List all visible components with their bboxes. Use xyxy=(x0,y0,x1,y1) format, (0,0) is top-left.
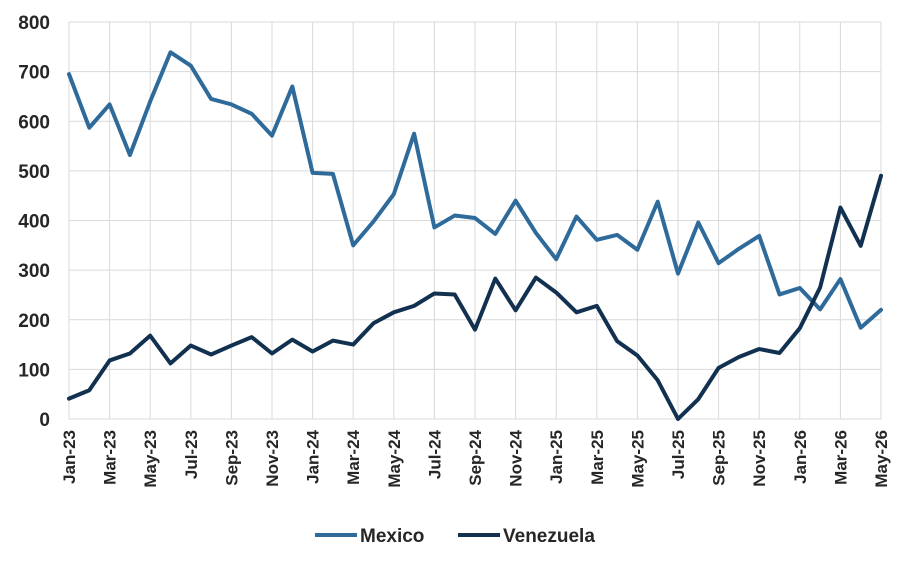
y-tick-label: 600 xyxy=(18,112,50,133)
y-tick-label: 400 xyxy=(18,212,50,233)
x-tick-label: Jul-24 xyxy=(425,429,444,479)
x-tick-label: Mar-26 xyxy=(831,430,850,485)
y-tick-label: 0 xyxy=(39,410,50,431)
x-tick-label: Mar-24 xyxy=(344,429,363,484)
y-tick-label: 300 xyxy=(18,261,50,282)
x-tick-label: Mar-23 xyxy=(101,430,120,485)
x-tick-label: Jan-24 xyxy=(304,429,323,483)
axes: 0 100 200 300 400 500 600 700 800 Jan-23 Mar-23 May… xyxy=(18,13,891,488)
x-tick-label: Nov-23 xyxy=(263,430,282,487)
x-tick-label: Nov-24 xyxy=(507,429,526,486)
series-line-mexico xyxy=(67,50,883,330)
x-tick-label: May-25 xyxy=(628,430,647,488)
x-tick-label: May-23 xyxy=(141,430,160,488)
y-tick-label: 800 xyxy=(18,13,50,34)
legend: Mexico Venezuela xyxy=(315,526,595,547)
y-tick-label: 700 xyxy=(18,63,50,84)
x-tick-label: Sep-25 xyxy=(710,430,729,486)
x-tick-label: Jul-25 xyxy=(669,430,688,479)
x-tick-label: Sep-23 xyxy=(222,430,241,486)
y-tick-label: 100 xyxy=(18,360,50,381)
x-tick-label: Mar-25 xyxy=(588,430,607,485)
x-tick-label: Jan-25 xyxy=(547,430,566,484)
x-tick-label: Jul-23 xyxy=(182,430,201,479)
legend-label: Mexico xyxy=(360,526,424,547)
x-tick-label: May-24 xyxy=(385,429,404,487)
x-tick-label: Sep-24 xyxy=(466,429,485,485)
series-line-venezuela xyxy=(67,173,883,421)
y-tick-label: 500 xyxy=(18,162,50,183)
gridlines xyxy=(68,21,882,420)
x-tick-label: Jan-26 xyxy=(791,430,810,484)
x-tick-label: Nov-25 xyxy=(750,430,769,487)
x-tick-label: Jan-23 xyxy=(60,430,79,484)
legend-label: Venezuela xyxy=(503,526,595,547)
x-tick-label: May-26 xyxy=(872,430,891,488)
y-tick-label: 200 xyxy=(18,311,50,332)
series-lines xyxy=(67,50,883,421)
